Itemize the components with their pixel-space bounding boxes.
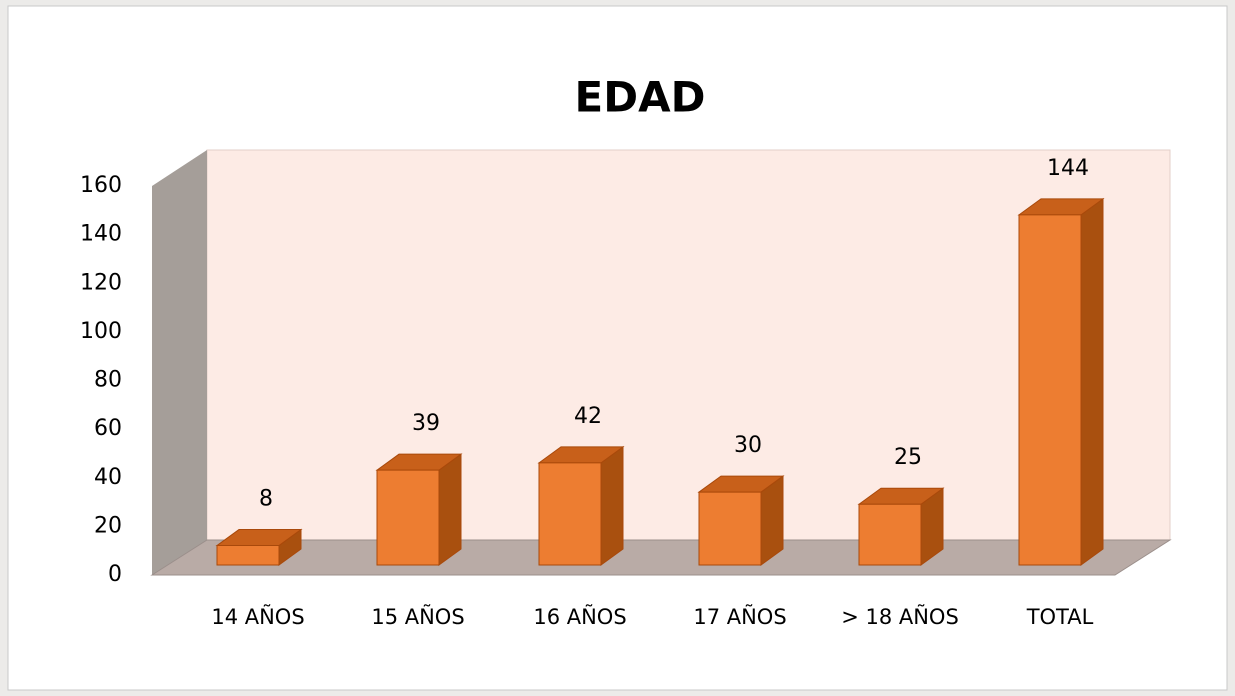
bar-front (1018, 214, 1082, 566)
floor (150, 539, 1172, 576)
x-tick-label: 16 AÑOS (533, 603, 626, 629)
bar-front (376, 469, 440, 566)
x-tick-label: 14 AÑOS (211, 603, 304, 629)
bar (697, 475, 785, 566)
bar-side (600, 445, 624, 566)
data-label: 8 (259, 487, 273, 512)
data-label: 30 (734, 433, 762, 458)
y-tick-label: 140 (80, 222, 122, 247)
bar (1017, 197, 1105, 566)
data-label: 39 (412, 411, 440, 436)
x-tick-label: TOTAL (1026, 605, 1094, 629)
bar-front (698, 491, 762, 566)
y-tick-label: 100 (80, 319, 122, 344)
data-label: 25 (894, 445, 922, 470)
chart-title: EDAD (575, 73, 706, 122)
bar (537, 445, 625, 566)
y-tick-label: 120 (80, 270, 122, 295)
bar-side (1080, 197, 1104, 566)
y-tick-label: 80 (94, 368, 122, 393)
bar (375, 453, 463, 566)
data-label: 42 (574, 404, 602, 429)
y-tick-label: 20 (94, 513, 122, 538)
x-tick-label: 17 AÑOS (693, 603, 786, 629)
side-wall (152, 150, 207, 575)
y-tick-label: 160 (80, 173, 122, 198)
bar-front (538, 462, 602, 566)
bar-front (858, 503, 922, 566)
y-tick-label: 40 (94, 465, 122, 490)
bar-side (438, 453, 462, 566)
x-tick-label: > 18 AÑOS (841, 603, 959, 629)
y-tick-label: 0 (108, 562, 122, 587)
y-tick-label: 60 (94, 416, 122, 441)
data-label: 144 (1047, 156, 1089, 181)
bar-front (216, 545, 280, 566)
bar (215, 528, 303, 566)
bar (857, 487, 945, 566)
x-tick-label: 15 AÑOS (371, 603, 464, 629)
